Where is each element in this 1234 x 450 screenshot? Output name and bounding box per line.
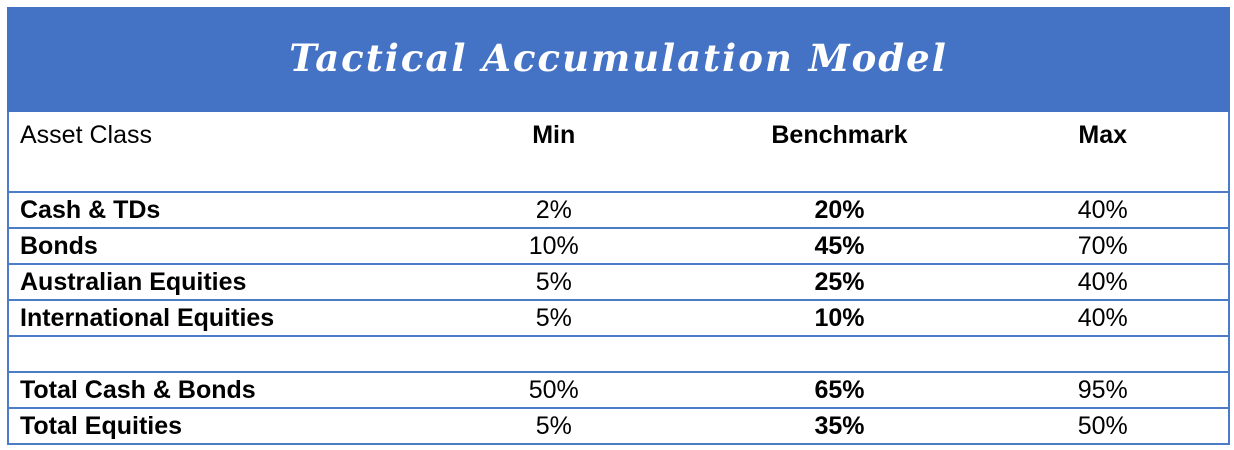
cell-benchmark: 10% — [701, 300, 978, 337]
cell-max — [977, 336, 1229, 373]
cell-benchmark — [701, 336, 978, 373]
col-header-max: Max — [977, 112, 1229, 193]
cell-asset — [8, 336, 407, 373]
allocation-table: Asset Class Min Benchmark Max Cash & TDs… — [7, 112, 1230, 445]
cell-asset: International Equities — [8, 300, 407, 337]
table-row-total: Total Equities 5% 35% 50% — [8, 408, 1229, 445]
cell-min — [406, 336, 702, 373]
col-header-benchmark: Benchmark — [701, 112, 978, 193]
cell-max: 50% — [977, 408, 1229, 445]
table-header-row: Asset Class Min Benchmark Max — [8, 112, 1229, 193]
cell-benchmark: 45% — [701, 228, 978, 265]
cell-max: 70% — [977, 228, 1229, 265]
title-banner: Tactical Accumulation Model — [7, 7, 1230, 112]
table-row-spacer — [8, 336, 1229, 373]
table-row-total: Total Cash & Bonds 50% 65% 95% — [8, 372, 1229, 409]
page-title: Tactical Accumulation Model — [289, 35, 948, 80]
table-row: International Equities 5% 10% 40% — [8, 300, 1229, 337]
allocation-table-block: Tactical Accumulation Model Asset Class … — [7, 7, 1230, 445]
cell-min: 10% — [406, 228, 702, 265]
col-header-asset-class: Asset Class — [8, 112, 407, 193]
cell-asset: Bonds — [8, 228, 407, 265]
col-header-min: Min — [406, 112, 702, 193]
cell-asset: Australian Equities — [8, 264, 407, 301]
cell-max: 95% — [977, 372, 1229, 409]
cell-min: 2% — [406, 192, 702, 229]
cell-max: 40% — [977, 300, 1229, 337]
cell-asset: Cash & TDs — [8, 192, 407, 229]
cell-max: 40% — [977, 264, 1229, 301]
table-row: Australian Equities 5% 25% 40% — [8, 264, 1229, 301]
cell-min: 5% — [406, 300, 702, 337]
cell-min: 50% — [406, 372, 702, 409]
cell-benchmark: 65% — [701, 372, 978, 409]
cell-benchmark: 20% — [701, 192, 978, 229]
table-row: Cash & TDs 2% 20% 40% — [8, 192, 1229, 229]
cell-min: 5% — [406, 408, 702, 445]
cell-benchmark: 35% — [701, 408, 978, 445]
cell-min: 5% — [406, 264, 702, 301]
cell-max: 40% — [977, 192, 1229, 229]
table-row: Bonds 10% 45% 70% — [8, 228, 1229, 265]
cell-asset: Total Equities — [8, 408, 407, 445]
cell-asset: Total Cash & Bonds — [8, 372, 407, 409]
cell-benchmark: 25% — [701, 264, 978, 301]
